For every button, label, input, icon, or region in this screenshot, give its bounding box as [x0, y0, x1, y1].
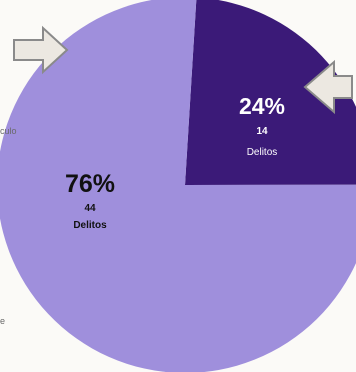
slice-count-label-76: 44 [84, 203, 96, 214]
slice-percent-label-24: 24% [239, 93, 285, 119]
slice-label-76: 76% 44 Delitos [65, 170, 115, 231]
slice-percent-label-76: 76% [65, 170, 115, 198]
slice-count-label-24: 14 [256, 126, 268, 137]
edge-label-left-lower: e [0, 316, 6, 326]
pie-slice-24 [185, 0, 356, 185]
right-arrow-icon [303, 59, 353, 115]
left-arrow-icon [13, 25, 69, 75]
edge-label-left-upper: culo [0, 126, 17, 136]
slice-name-label-76: Delitos [73, 220, 107, 231]
slice-name-label-24: Delitos [247, 147, 278, 158]
slice-label-24: 24% 14 Delitos [239, 93, 285, 158]
